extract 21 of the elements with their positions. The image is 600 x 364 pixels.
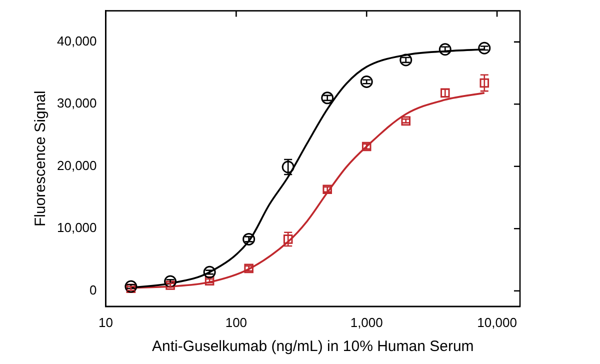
y-tick-label: 40,000 bbox=[56, 33, 97, 48]
point bbox=[242, 232, 256, 246]
point bbox=[401, 116, 411, 126]
y-tick-label: 10,000 bbox=[56, 220, 97, 236]
y-tick-label: 20,000 bbox=[56, 158, 97, 173]
point bbox=[204, 276, 214, 286]
point bbox=[400, 54, 412, 66]
x-tick-label: 1,000 bbox=[350, 314, 383, 330]
y-tick-label: 0 bbox=[90, 282, 97, 298]
x-tick-label: 100 bbox=[225, 314, 248, 330]
y-axis-title: Fluorescence Signal bbox=[32, 90, 50, 227]
x-axis-title: Anti-Guselkumab (ng/mL) in 10% Human Serum bbox=[152, 338, 474, 356]
point bbox=[321, 92, 334, 104]
point bbox=[203, 266, 216, 278]
x-tick-label: 10,000 bbox=[477, 314, 517, 330]
x-tick-label: 10 bbox=[98, 314, 113, 330]
point bbox=[283, 234, 293, 244]
point bbox=[480, 78, 490, 88]
y-tick-label: 30,000 bbox=[56, 96, 97, 111]
point bbox=[164, 275, 177, 288]
point bbox=[360, 75, 373, 88]
